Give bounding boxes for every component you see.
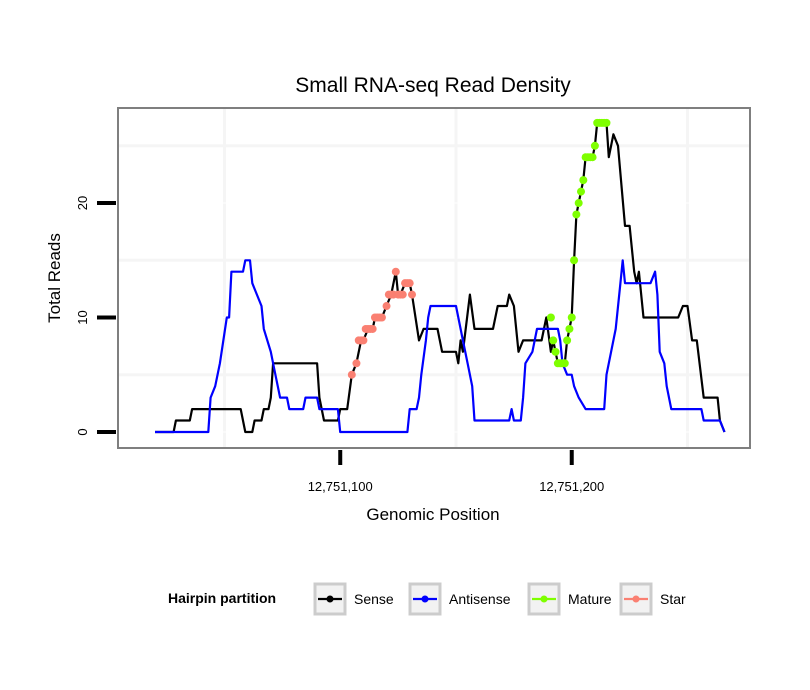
y-tick-label: 0: [75, 428, 90, 435]
data-point-mature: [590, 141, 599, 150]
y-axis: 0 10 20: [75, 196, 116, 436]
y-tick-label: 20: [75, 196, 90, 210]
data-point-mature: [560, 359, 569, 368]
data-point-star: [377, 313, 386, 322]
data-point-star: [347, 370, 356, 379]
data-point-star: [368, 324, 377, 333]
data-point-mature: [549, 336, 558, 345]
legend-key-point: [326, 595, 334, 603]
data-point-mature: [567, 313, 576, 322]
legend-title: Hairpin partition: [168, 590, 276, 606]
series-line-antisense: [155, 259, 726, 434]
data-point-star: [405, 279, 414, 288]
legend-key-point: [540, 595, 548, 603]
data-point-mature: [565, 324, 574, 333]
legend-label-antisense: Antisense: [449, 591, 511, 607]
x-tick-label: 12,751,100: [308, 479, 373, 494]
y-tick-label: 10: [75, 310, 90, 324]
legend-key-point: [632, 595, 640, 603]
series-points: [347, 118, 611, 379]
x-axis: 12,751,100 12,751,200: [308, 450, 604, 494]
legend: Hairpin partition Sense Antisense Mature St…: [168, 582, 686, 616]
data-point-mature: [570, 256, 579, 265]
data-point-mature: [572, 210, 581, 219]
data-point-star: [359, 336, 368, 345]
data-point-star: [408, 290, 417, 299]
data-point-star: [352, 359, 361, 368]
y-axis-title: Total Reads: [45, 233, 64, 323]
legend-label-mature: Mature: [568, 591, 612, 607]
data-point-mature: [579, 176, 588, 185]
data-point-star: [391, 267, 400, 276]
legend-label-star: Star: [660, 591, 686, 607]
data-point-mature: [574, 199, 583, 208]
data-point-mature: [563, 336, 572, 345]
plot-border: [117, 107, 751, 449]
legend-key-point: [421, 595, 429, 603]
chart-title: Small RNA-seq Read Density: [295, 74, 571, 97]
legend-label-sense: Sense: [354, 591, 394, 607]
data-point-mature: [577, 187, 586, 196]
series-line-sense: [155, 121, 726, 434]
x-axis-title: Genomic Position: [366, 505, 499, 524]
data-point-mature: [551, 347, 560, 356]
data-point-mature: [588, 153, 597, 162]
series-lines: [155, 121, 726, 434]
data-point-mature: [546, 313, 555, 322]
data-point-mature: [602, 118, 611, 127]
x-tick-label: 12,751,200: [539, 479, 604, 494]
data-point-star: [398, 290, 407, 299]
data-point-star: [382, 302, 391, 311]
